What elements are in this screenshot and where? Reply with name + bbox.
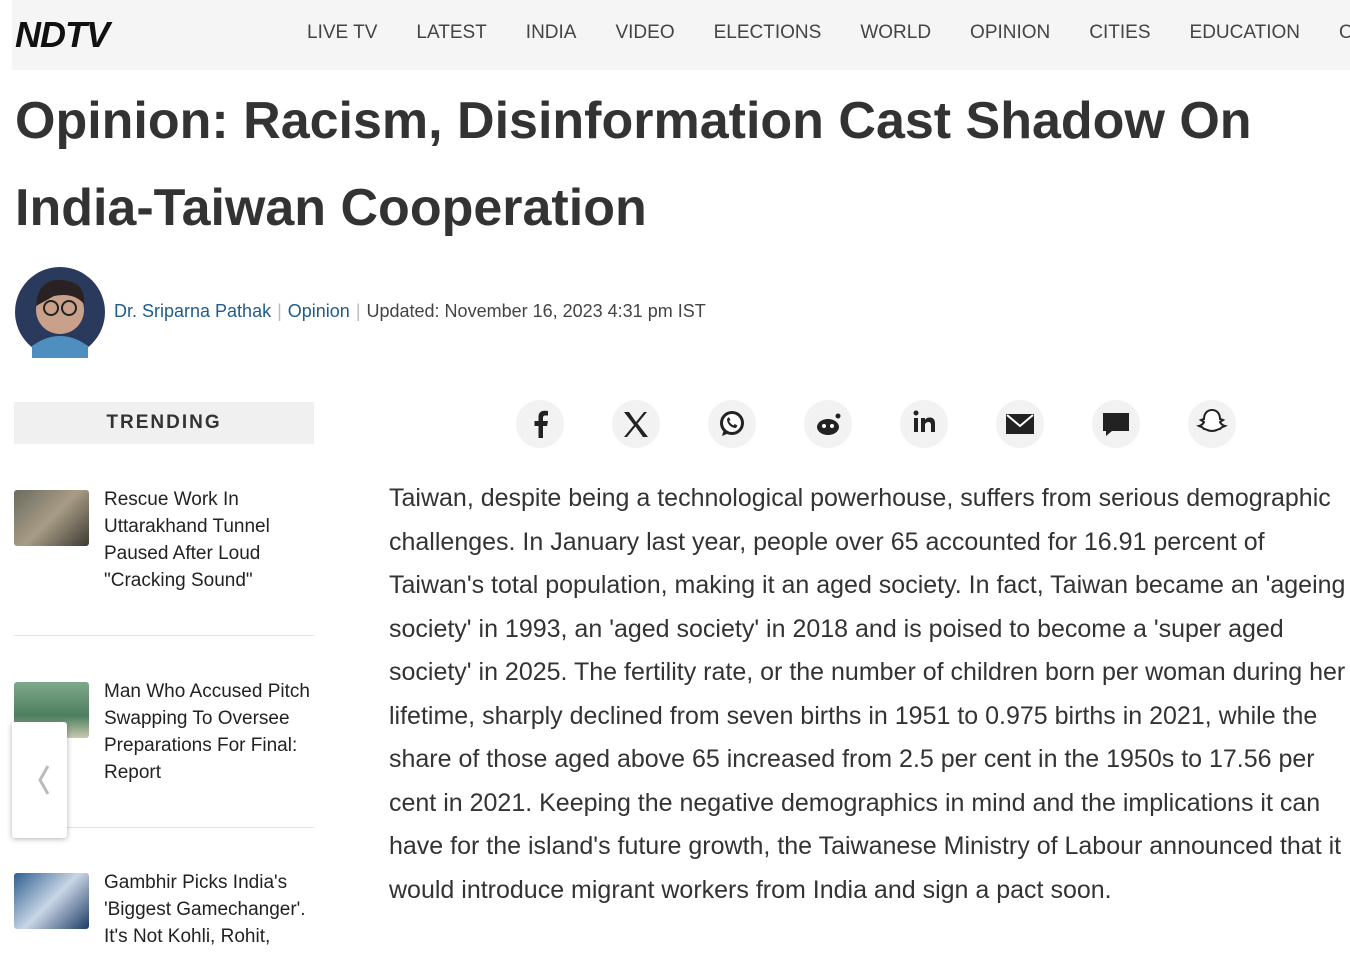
trending-title[interactable]: Gambhir Picks India's 'Biggest Gamechang… — [104, 872, 306, 947]
thumbnail — [14, 490, 89, 546]
thumbnail — [14, 873, 89, 929]
nav-item[interactable]: INDIA — [525, 22, 577, 43]
category[interactable]: Opinion — [287, 301, 350, 321]
nav-item[interactable]: WORLD — [860, 22, 932, 43]
trending-heading: TRENDING — [14, 402, 314, 444]
header: NDTV LIVE TV LATEST INDIA VIDEO ELECTIONS WOR… — [12, 0, 1350, 70]
updated: Updated: November 16, 2023 4:31 pm IST — [366, 301, 706, 321]
nav-item[interactable]: EDUCATION — [1189, 22, 1300, 43]
logo[interactable]: NDTV — [15, 14, 110, 55]
nav-item[interactable]: ELECTIONS — [713, 22, 822, 43]
article-body: Taiwan, despite being a technological po… — [389, 484, 1346, 904]
back-button[interactable] — [12, 722, 67, 838]
trending-title[interactable]: Man Who Accused Pitch Swapping To Overse… — [104, 680, 310, 783]
byline: Dr. Sriparna Pathak | Opinion | Updated: Nov… — [114, 301, 706, 321]
nav-item[interactable]: LATEST — [416, 22, 487, 43]
nav-item[interactable]: LIVE TV — [307, 22, 378, 43]
author-avatar — [15, 267, 105, 358]
divider — [14, 826, 314, 828]
nav-item[interactable]: OPINION — [970, 22, 1051, 43]
nav: LIVE TV LATEST INDIA VIDEO ELECTIONS WORLD OPI… — [307, 22, 1350, 44]
divider — [14, 635, 314, 636]
author[interactable]: Dr. Sriparna Pathak — [114, 301, 272, 321]
headline: Opinion: Racism, Disinformation Cast Sha… — [15, 92, 1252, 237]
nav-item[interactable]: VIDEO — [615, 22, 675, 43]
nav-item[interactable]: OFFBEAT — [1339, 22, 1350, 43]
trending-title[interactable]: Rescue Work In Uttarakhand Tunnel Paused… — [104, 489, 270, 591]
share-bar — [516, 400, 1236, 448]
nav-item[interactable]: CITIES — [1089, 22, 1151, 43]
